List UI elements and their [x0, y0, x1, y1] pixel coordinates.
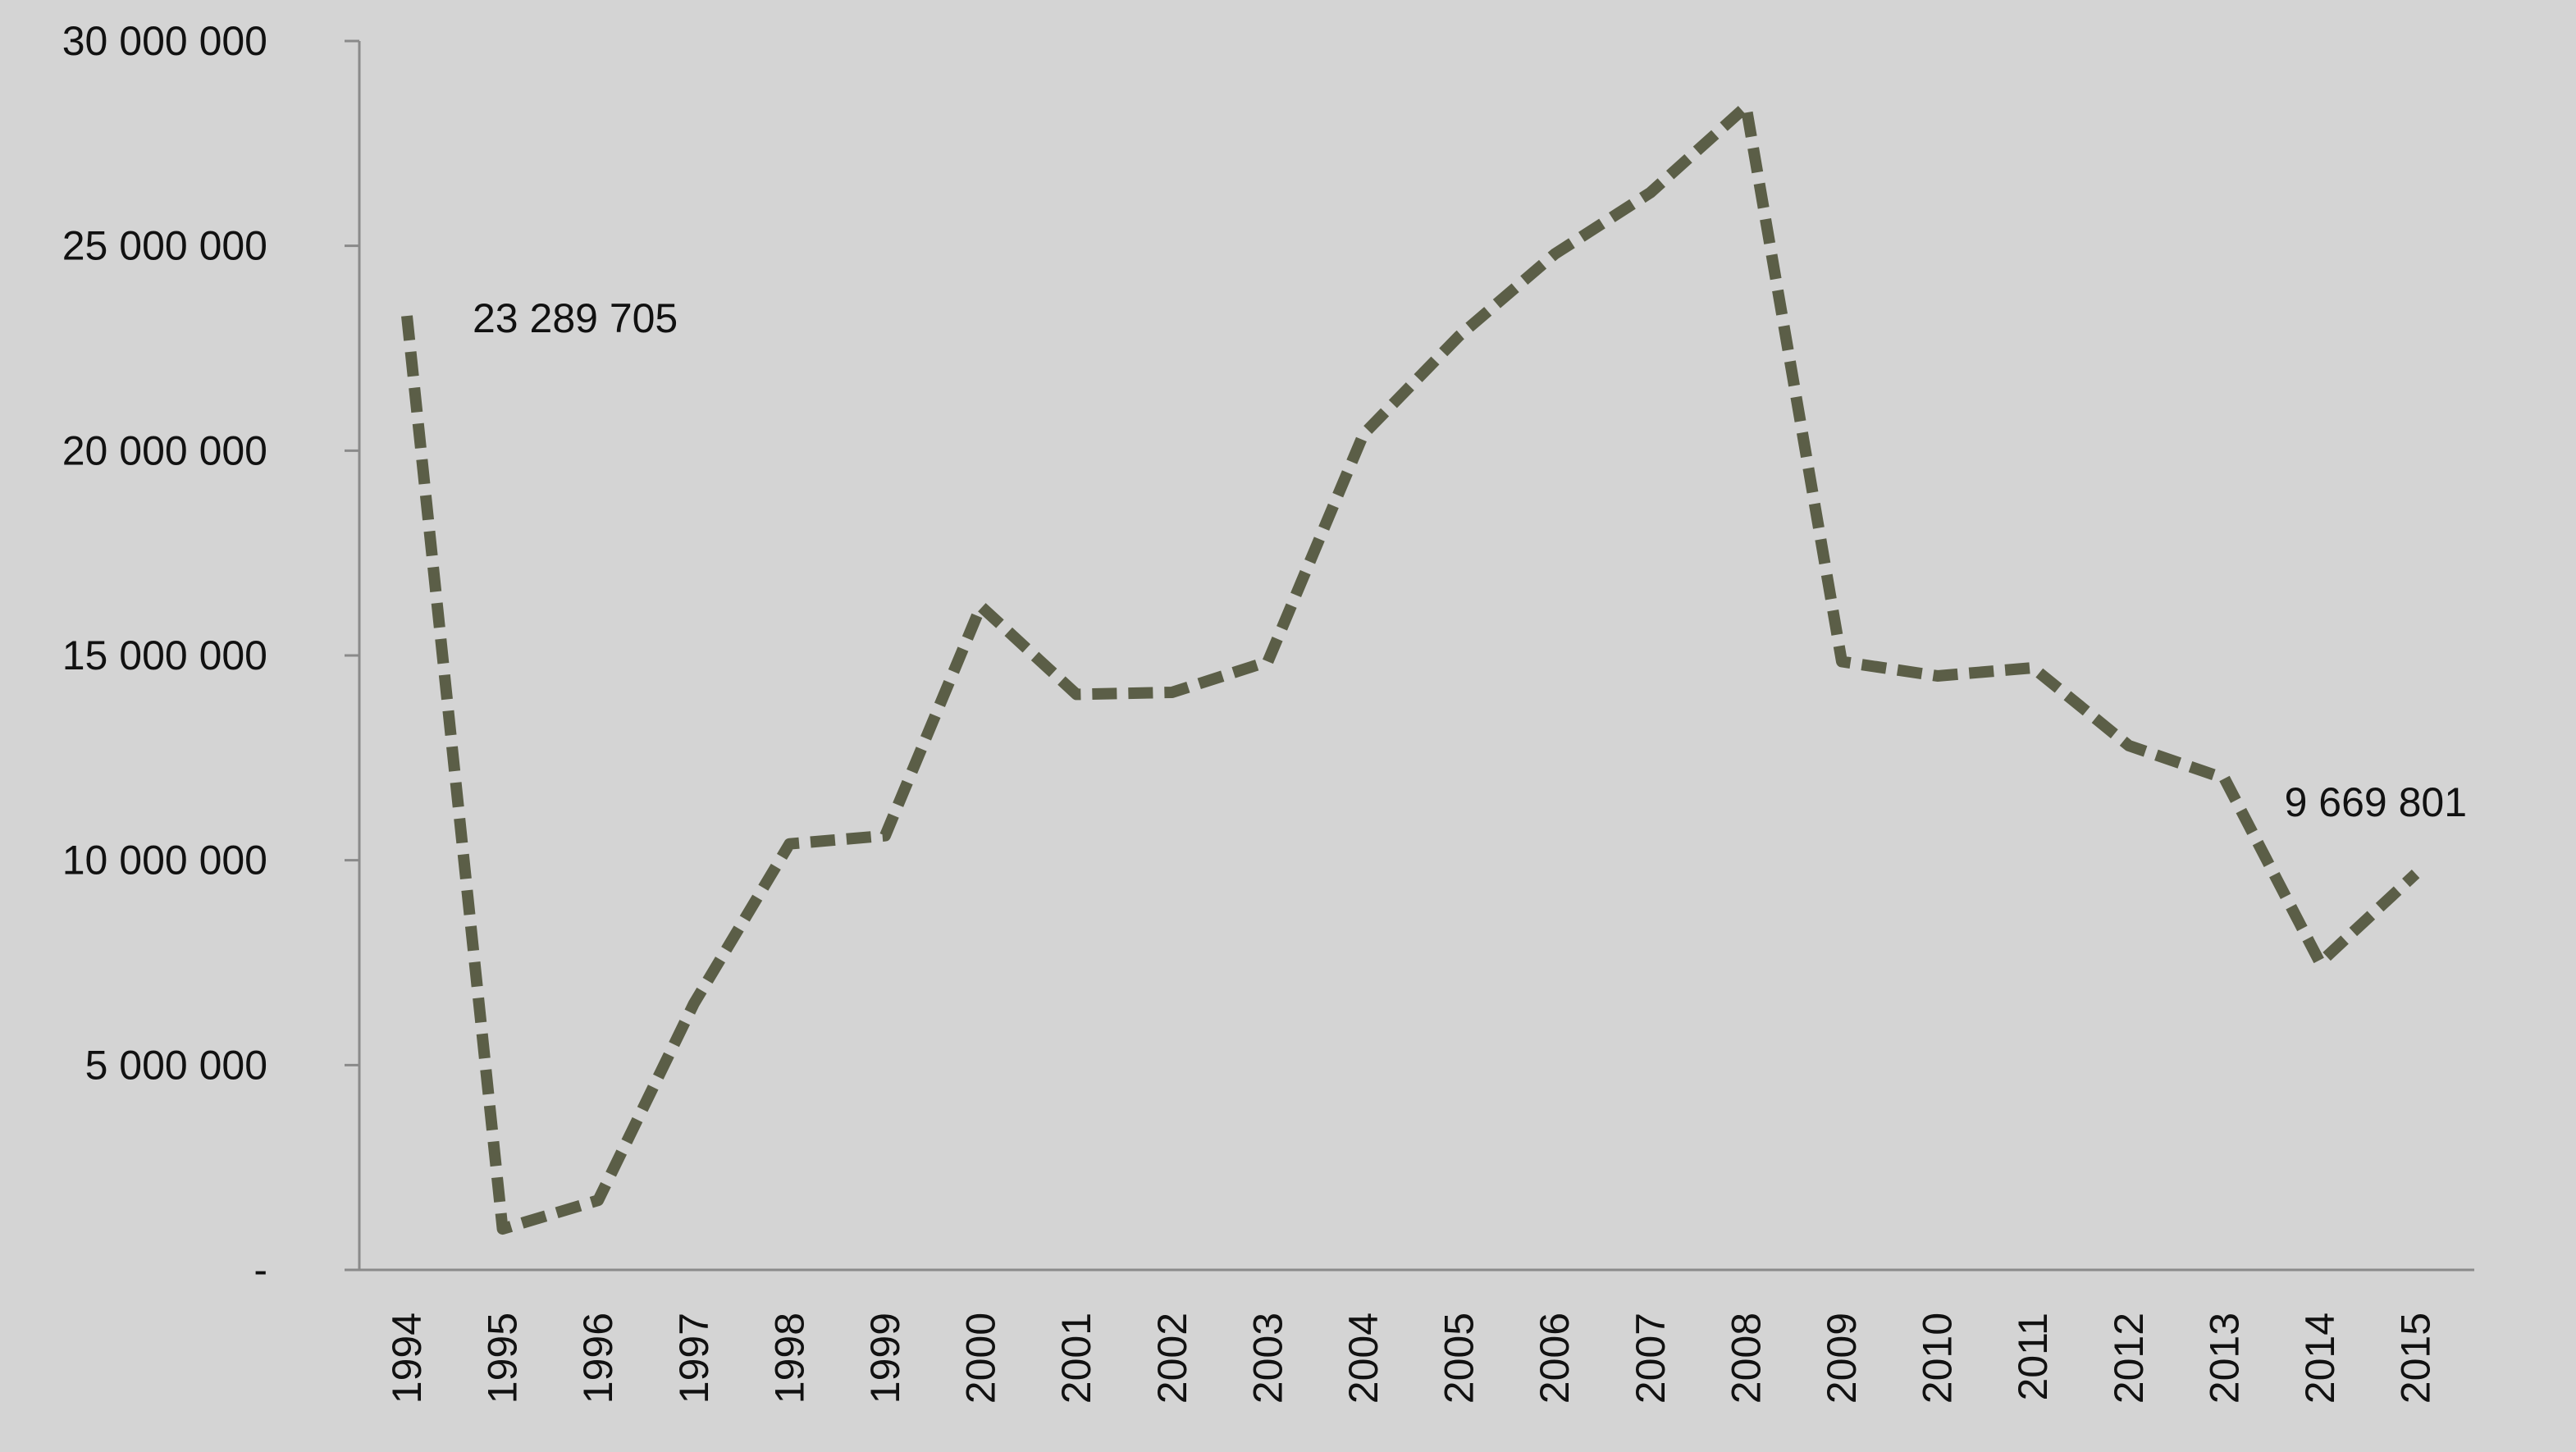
x-tick-label: 1997	[671, 1313, 717, 1404]
x-tick-label: 2001	[1053, 1313, 1099, 1404]
y-tick-label: -	[253, 1247, 267, 1293]
x-tick-label: 2015	[2393, 1313, 2439, 1404]
x-tick-label: 2011	[2010, 1313, 2056, 1401]
x-tick-label: 2012	[2106, 1313, 2152, 1404]
labels-layer: 23 289 705 9 669 801	[473, 295, 2467, 825]
x-tick-label: 2006	[1532, 1313, 1578, 1404]
x-tick-label: 2010	[1915, 1313, 1961, 1404]
axes: - 5 000 000 10 000 000 15 000 000 20 000 000…	[62, 18, 2474, 1404]
series-line	[401, 100, 2420, 1235]
y-tick-label: 5 000 000	[85, 1042, 267, 1088]
x-tick-label: 2013	[2201, 1313, 2247, 1404]
x-tick-label: 2009	[1819, 1313, 1865, 1404]
data-label: 23 289 705	[473, 295, 678, 341]
x-tick-label: 2014	[2297, 1313, 2343, 1404]
x-tick-label: 1998	[766, 1313, 812, 1404]
x-tick-label: 1995	[480, 1313, 526, 1404]
series-layer	[401, 100, 2420, 1235]
x-tick-label: 2007	[1628, 1313, 1674, 1404]
x-tick-label: 1999	[862, 1313, 908, 1404]
x-tick-label: 2000	[958, 1313, 1004, 1404]
data-label: 9 669 801	[2285, 779, 2467, 825]
x-tick-label: 2004	[1341, 1313, 1386, 1404]
x-tick-label: 2008	[1723, 1313, 1769, 1404]
y-tick-label: 15 000 000	[62, 632, 267, 678]
y-tick-label: 10 000 000	[62, 838, 267, 884]
x-tick-label: 1996	[575, 1313, 621, 1404]
y-tick-label: 30 000 000	[62, 18, 267, 64]
x-tick-label: 2003	[1245, 1313, 1290, 1404]
x-tick-label: 2005	[1436, 1313, 1482, 1404]
x-tick-label: 2002	[1149, 1313, 1195, 1404]
y-tick-label: 25 000 000	[62, 223, 267, 269]
x-tick-label: 1994	[384, 1313, 430, 1404]
y-tick-label: 20 000 000	[62, 427, 267, 473]
